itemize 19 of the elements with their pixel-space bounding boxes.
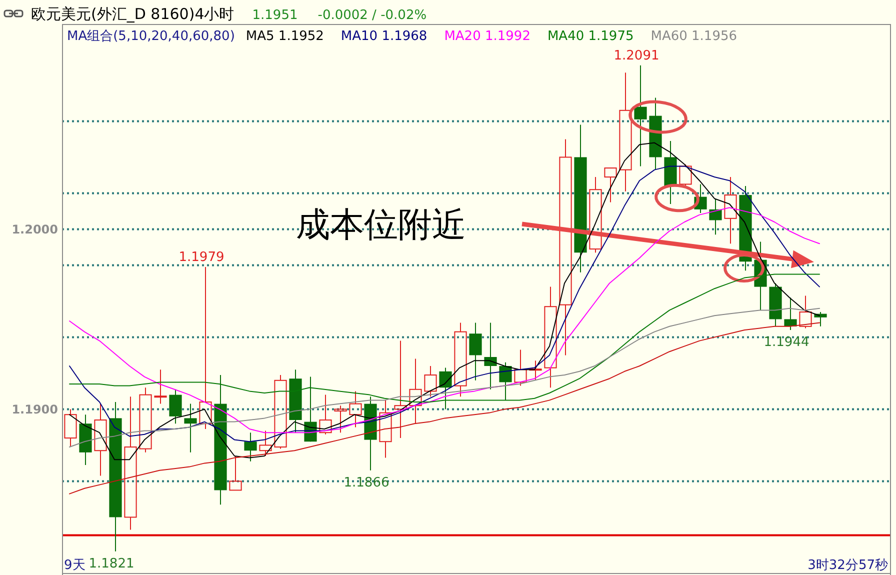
- text: 1.1951: [252, 8, 298, 23]
- annotation: 1.1866: [344, 475, 390, 490]
- series-name: MA10 1.1968: [340, 29, 428, 44]
- annotation: 1.2091: [614, 48, 660, 64]
- annotation: 1.1944: [764, 335, 810, 350]
- y-tick-label: 1.1900: [12, 402, 58, 417]
- series-name: MA20 1.1992: [444, 29, 530, 44]
- series-name: MA5 1.1952: [246, 29, 324, 44]
- annotation: 9天: [64, 558, 86, 573]
- title: 欧元美元(外汇_D 8160)4小时: [31, 5, 234, 23]
- annotation: 3时32分57秒: [808, 558, 888, 573]
- annotation: 1.1821: [88, 556, 134, 572]
- annotation: 成本位附近: [296, 205, 466, 245]
- annotation: 1.1979: [178, 250, 224, 265]
- series-name: MA40 1.1975: [547, 29, 634, 44]
- y-tick-label: 1.2000: [12, 222, 58, 237]
- series-name: MA60 1.1956: [650, 29, 738, 44]
- text: -0.0002 / -0.02%: [318, 8, 427, 23]
- legend-title: MA组合(5,10,20,40,60,80): [67, 29, 235, 44]
